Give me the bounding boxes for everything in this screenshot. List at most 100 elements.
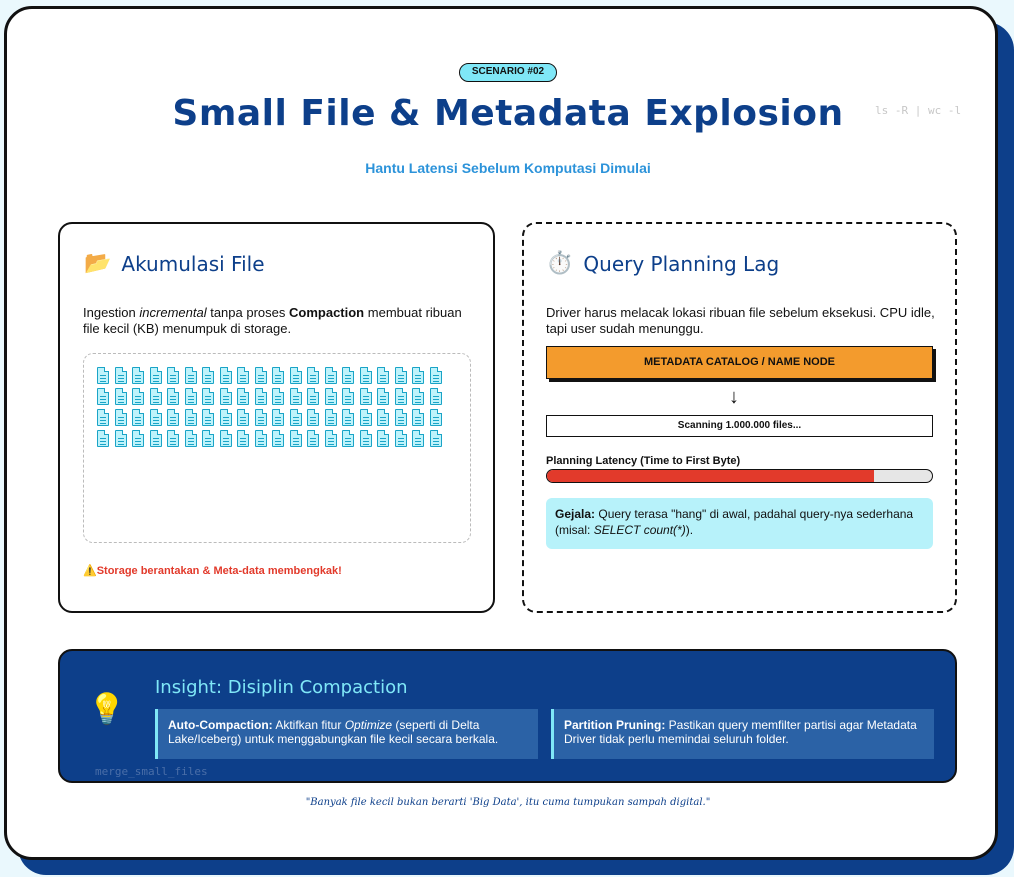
insight-panel: 💡 Insight: Disiplin Compaction Auto-Comp…: [58, 649, 957, 783]
stopwatch-icon: ⏱️: [546, 251, 574, 276]
file-icon: [254, 409, 267, 426]
symptom-text: Query terasa "hang" di awal, padahal que…: [555, 507, 914, 537]
footer-quote: "Banyak file kecil bukan berarti 'Big Da…: [305, 797, 711, 808]
symptom-code: SELECT count(*): [593, 523, 686, 537]
warning-text: Storage berantakan & Meta-data membengka…: [96, 565, 342, 577]
file-icon: [429, 409, 442, 426]
file-icon: [167, 367, 179, 384]
file-icon: [132, 430, 144, 447]
file-icon: [254, 367, 267, 384]
file-icon: [272, 409, 284, 426]
panel-title-left: 📂 Akumulasi File: [84, 252, 265, 276]
panel-desc-right: Driver harus melacak lokasi ribuan file …: [546, 305, 935, 336]
file-icon: [342, 388, 354, 405]
file-icon: [202, 388, 214, 405]
query-planning-panel: ⏱️ Query Planning Lag Driver harus melac…: [522, 222, 957, 613]
symptom-label: Gejala:: [555, 507, 596, 521]
main-card: SCENARIO #02 Small File & Metadata Explo…: [4, 6, 998, 860]
page-subtitle: Hantu Latensi Sebelum Komputasi Dimulai: [365, 160, 651, 176]
symptom-end: ).: [685, 523, 694, 537]
desc-bold: Compaction: [289, 305, 365, 320]
file-icon: [412, 367, 424, 384]
file-icon: [149, 430, 162, 447]
file-icon: [324, 388, 337, 405]
file-icon: [184, 367, 197, 384]
file-icon: [377, 388, 389, 405]
file-icon: [412, 409, 424, 426]
file-icon: [324, 367, 337, 384]
file-icon: [149, 388, 162, 405]
page-title: Small File & Metadata Explosion: [172, 93, 844, 134]
folder-icon: 📂: [84, 251, 112, 276]
file-icon: [272, 388, 284, 405]
file-icon: [254, 388, 267, 405]
file-icon: [219, 409, 232, 426]
file-icon: [97, 409, 109, 426]
file-icon: [272, 367, 284, 384]
file-icon: [184, 388, 197, 405]
file-icon: [167, 388, 179, 405]
file-icon: [219, 388, 232, 405]
file-icon: [237, 388, 249, 405]
file-icon: [167, 409, 179, 426]
file-icon: [324, 430, 337, 447]
partition-pruning-tip: Partition Pruning: Pastikan query memfil…: [551, 709, 934, 759]
file-icon: [184, 409, 197, 426]
panel-title-right: ⏱️ Query Planning Lag: [546, 252, 779, 276]
file-icon: [97, 388, 109, 405]
file-icon: [114, 430, 127, 447]
file-icon: [114, 388, 127, 405]
file-icon: [394, 430, 407, 447]
file-icon: [132, 367, 144, 384]
file-icon: [202, 430, 214, 447]
file-icon: [359, 409, 372, 426]
file-icon: [237, 430, 249, 447]
file-icon: [254, 430, 267, 447]
file-icon: [202, 409, 214, 426]
warning-icon: ⚠️: [83, 565, 97, 577]
desc-suffix: membuat ribuan file kecil (KB) menumpuk …: [83, 305, 462, 336]
file-icon: [307, 388, 319, 405]
file-icon: [394, 388, 407, 405]
doodle-text: ls -R | wc -l: [875, 104, 962, 117]
tip1-text-a: Aktifkan fitur: [275, 718, 342, 732]
desc-italic: incremental: [139, 305, 207, 320]
file-icon: [412, 430, 424, 447]
file-icon: [114, 409, 127, 426]
file-icon: [114, 367, 127, 384]
file-icon: [307, 430, 319, 447]
file-accumulation-panel: 📂 Akumulasi File Ingestion incremental t…: [58, 222, 495, 613]
lightbulb-icon: 💡: [88, 693, 126, 726]
file-icon: [97, 430, 109, 447]
storage-warning: ⚠️Storage berantakan & Meta-data membeng…: [83, 564, 342, 577]
panel-title-left-text: Akumulasi File: [121, 252, 265, 276]
file-icon: [342, 367, 354, 384]
file-icon: [149, 409, 162, 426]
file-icon: [289, 409, 302, 426]
desc-middle: tanpa proses: [210, 305, 286, 320]
scanning-status: Scanning 1.000.000 files...: [546, 415, 933, 437]
file-icon: [359, 367, 372, 384]
file-icon: [289, 388, 302, 405]
latency-label: Planning Latency (Time to First Byte): [546, 455, 741, 467]
file-icon: [237, 367, 249, 384]
tip2-label: Partition Pruning:: [564, 718, 666, 732]
tip1-label: Auto-Compaction:: [168, 718, 273, 732]
arrow-down-icon: ↓: [729, 386, 739, 408]
scenario-badge: SCENARIO #02: [459, 63, 557, 82]
file-icon: [237, 409, 249, 426]
file-icon: [97, 367, 109, 384]
file-icon: [359, 430, 372, 447]
small-files-area: [83, 353, 471, 543]
tip2-text: Pastikan query memfilter partisi agar Me…: [564, 718, 917, 746]
file-icon: [377, 367, 389, 384]
file-icon: [359, 388, 372, 405]
file-icon: [307, 367, 319, 384]
file-icon: [272, 430, 284, 447]
file-icon: [132, 409, 144, 426]
file-icon: [289, 367, 302, 384]
file-icon: [412, 388, 424, 405]
faded-code-text: merge_small_files: [95, 765, 208, 778]
file-icon: [167, 430, 179, 447]
tip1-italic: Optimize: [344, 718, 393, 732]
